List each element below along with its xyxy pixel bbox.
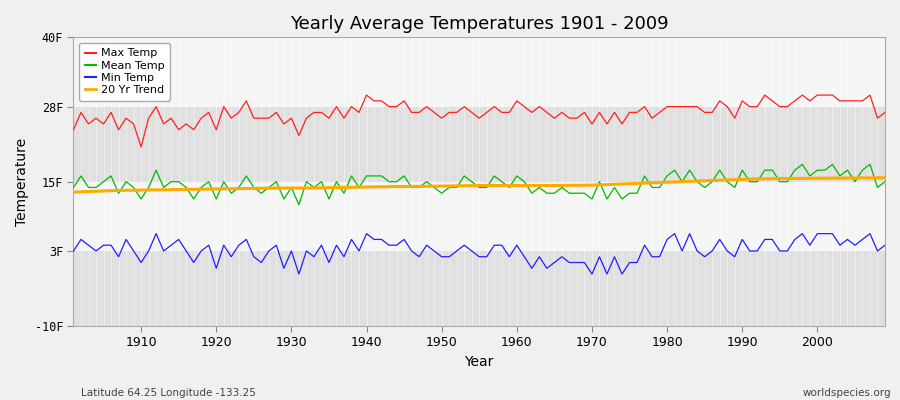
X-axis label: Year: Year [464, 355, 494, 369]
Bar [74, 107, 885, 182]
Y-axis label: Temperature: Temperature [15, 138, 29, 226]
Bar [74, 251, 885, 326]
Bar [74, 37, 885, 107]
Text: worldspecies.org: worldspecies.org [803, 388, 891, 398]
Text: Latitude 64.25 Longitude -133.25: Latitude 64.25 Longitude -133.25 [81, 388, 256, 398]
Title: Yearly Average Temperatures 1901 - 2009: Yearly Average Temperatures 1901 - 2009 [290, 15, 669, 33]
Bar [74, 182, 885, 251]
Legend: Max Temp, Mean Temp, Min Temp, 20 Yr Trend: Max Temp, Mean Temp, Min Temp, 20 Yr Tre… [79, 43, 170, 101]
